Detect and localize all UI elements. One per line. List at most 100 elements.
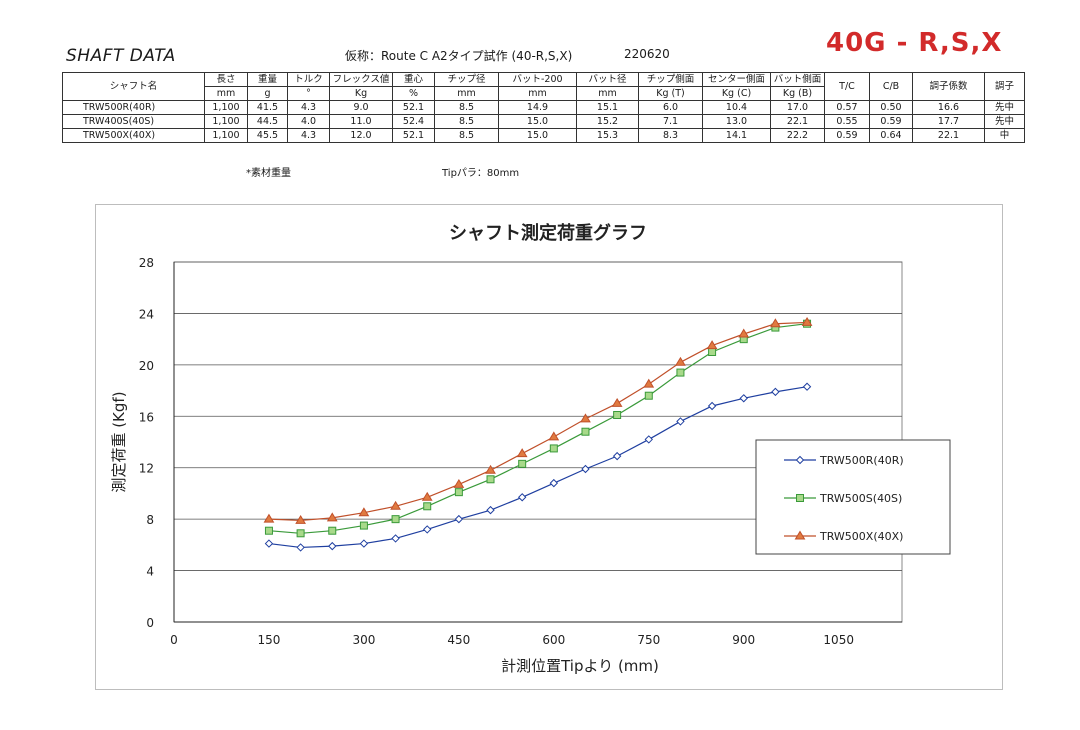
data-point: [770, 318, 781, 328]
data-point: [485, 464, 496, 474]
y-tick-label: 8: [146, 513, 154, 527]
data-point: [581, 464, 590, 474]
col-header: シャフト名: [62, 72, 205, 101]
data-point: [295, 514, 306, 524]
data-point: [549, 478, 559, 488]
legend-layer: TRW500R(40R) TRW500S(40S) TRW500X(40X): [755, 439, 951, 555]
series-line: [268, 323, 808, 534]
data-point: [676, 417, 685, 426]
x-tick-label: 600: [542, 633, 565, 647]
data-point: [706, 340, 718, 350]
data-point: [486, 505, 495, 515]
legend-marker: [796, 494, 804, 502]
data-point: [391, 515, 400, 524]
data-point: [423, 525, 432, 534]
data-point: [611, 397, 623, 407]
data-point: [675, 356, 686, 366]
data-point: [454, 488, 463, 497]
data-point: [453, 478, 465, 488]
spec-header-row: シャフト名 長さ 重量 トルク フレックス値 重心 チップ径 バット-200 バ…: [62, 72, 1025, 101]
data-point: [644, 435, 653, 444]
series-layer: [263, 316, 813, 552]
x-tick-label: 0: [170, 633, 178, 647]
data-point: [359, 539, 369, 548]
data-point: [264, 539, 274, 548]
data-point: [643, 378, 655, 388]
data-point: [296, 543, 305, 552]
legend-label: TRW500S(40S): [819, 492, 902, 505]
legend-box: [755, 439, 951, 555]
data-point: [708, 348, 717, 356]
series-line: [268, 386, 808, 549]
data-point: [390, 500, 401, 510]
chart-frame: [95, 204, 1003, 690]
x-tick-label: 150: [258, 633, 281, 647]
spec-cell: 中: [984, 128, 1025, 143]
data-point: [548, 431, 560, 441]
y-tick-label: 20: [139, 359, 154, 373]
col-header: C/B: [869, 72, 913, 101]
x-tick-label: 450: [447, 633, 470, 647]
chart-title: シャフト測定荷重グラフ: [449, 222, 647, 244]
spec-cell: 14.1: [702, 128, 771, 143]
weight-note: *素材重量: [246, 168, 291, 179]
data-point: [517, 493, 527, 502]
y-axis-label: 測定荷重 (Kgf): [110, 391, 128, 492]
legend-marker: [794, 530, 806, 540]
spec-body: TRW500R(40R) 1,100 41.5 4.3 9.0 52.1 8.5 14.9 15…: [62, 100, 1025, 143]
spec-cell: 22.1: [912, 128, 985, 143]
shaft-data-title: SHAFT DATA: [66, 46, 176, 66]
spec-cell: 15.0: [498, 128, 577, 143]
data-point: [518, 459, 527, 468]
spec-cell: 先中: [984, 100, 1025, 115]
spec-row: TRW500X(40X) 1,100 45.5 4.3 12.0 52.1 8.5 15.0 1…: [62, 128, 1025, 143]
data-point: [613, 411, 622, 419]
data-point: [264, 526, 273, 535]
data-point: [391, 534, 400, 543]
data-point: [421, 491, 433, 501]
data-point: [802, 382, 812, 391]
x-axis-label: 計測位置Tipより (mm): [501, 657, 659, 675]
y-tick-label: 12: [139, 462, 154, 476]
data-point: [707, 401, 717, 411]
y-tick-label: 0: [146, 616, 154, 630]
y-tick-label: 4: [146, 565, 154, 579]
legend-label: TRW500R(40R): [819, 454, 904, 467]
spec-cell: 45.5: [247, 128, 288, 143]
data-point: [486, 475, 495, 484]
data-point: [358, 507, 370, 517]
data-point: [328, 526, 337, 535]
spec-cell: 15.3: [576, 128, 639, 143]
data-point: [676, 368, 685, 377]
spec-cell: 0.64: [869, 128, 913, 143]
prototype-label: 仮称：Route C A2タイプ試作 (40-R,S,X): [345, 49, 573, 63]
data-point: [423, 502, 432, 511]
spec-unit-row: mm g ° Kg % mm mm mm Kg (T) Kg (C) Kg (B…: [63, 86, 1025, 101]
model-title: 40G - R,S,X: [826, 28, 1003, 58]
legend-marker: [795, 455, 805, 465]
data-point: [644, 391, 653, 400]
data-point: [263, 513, 275, 523]
spec-row: TRW500R(40R) 1,100 41.5 4.3 9.0 52.1 8.5 14.9 15…: [62, 100, 1025, 115]
data-point: [516, 448, 528, 458]
y-tick-label: 24: [139, 307, 154, 321]
data-point: [328, 541, 337, 551]
data-point: [549, 444, 558, 453]
y-tick-label: 28: [139, 256, 154, 270]
data-point: [801, 316, 813, 326]
col-header: T/C: [824, 72, 870, 101]
spec-table: シャフト名 長さ 重量 トルク フレックス値 重心 チップ径 バット-200 バ…: [62, 72, 1025, 143]
axis-layer: 0 4 8 12 16 20 24 28 0 150 300 450 600 750 900 1050: [139, 256, 902, 647]
spec-cell: 8.5: [434, 128, 499, 143]
spec-cell: 22.2: [770, 128, 825, 143]
data-point: [771, 387, 780, 397]
date-label: 220620: [624, 47, 670, 61]
y-tick-label: 16: [139, 410, 154, 424]
x-tick-label: 300: [352, 633, 375, 647]
data-point: [612, 451, 622, 461]
data-point: [359, 521, 368, 530]
spec-row: TRW400S(40S) 1,100 44.5 4.0 11.0 52.4 8.5 15.0 1…: [62, 114, 1025, 129]
legend-label: TRW500X(40X): [819, 530, 903, 543]
data-point: [296, 529, 305, 538]
tip-note: Tipパラ：80mm: [442, 168, 520, 179]
